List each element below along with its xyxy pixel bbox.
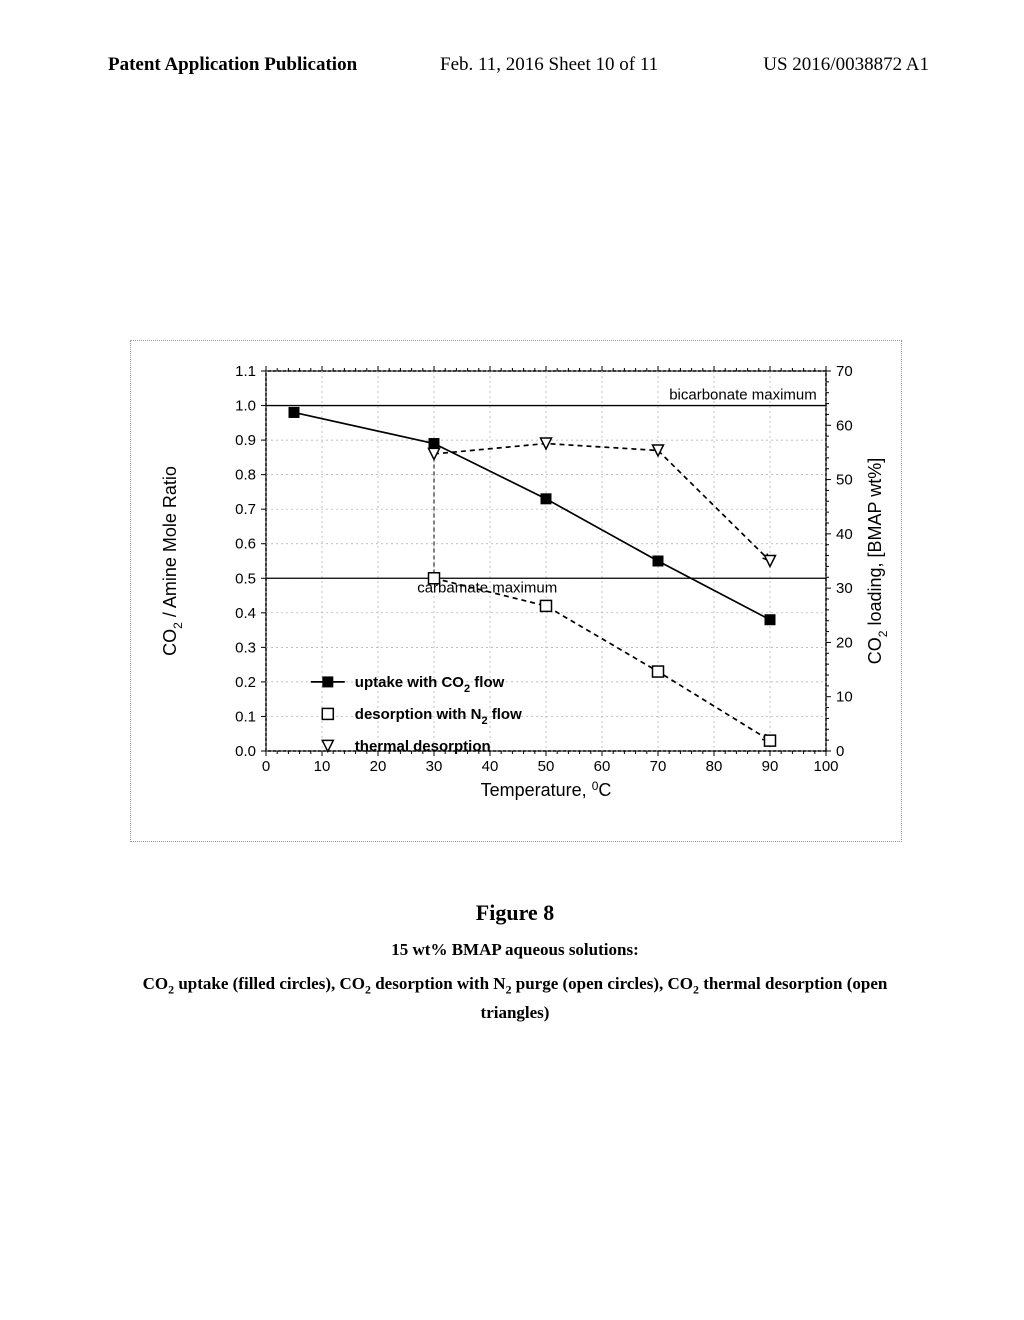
svg-text:CO2 loading, [BMAP wt%]: CO2 loading, [BMAP wt%] — [865, 458, 890, 664]
svg-text:Temperature, 0C: Temperature, 0C — [481, 779, 612, 800]
svg-text:0.8: 0.8 — [235, 467, 256, 484]
figure-description: CO2 uptake (filled circles), CO2 desorpt… — [130, 970, 900, 1027]
svg-text:50: 50 — [836, 472, 853, 489]
chart-svg: 0102030405060708090100Temperature, 0C0.0… — [131, 341, 901, 841]
svg-text:1.0: 1.0 — [235, 398, 256, 415]
header-left: Patent Application Publication — [108, 54, 357, 76]
svg-text:0.3: 0.3 — [235, 639, 256, 656]
svg-text:30: 30 — [836, 580, 853, 597]
svg-text:desorption with N2 flow: desorption with N2 flow — [355, 706, 522, 727]
svg-text:20: 20 — [836, 634, 853, 651]
svg-text:0.9: 0.9 — [235, 432, 256, 449]
svg-text:0.4: 0.4 — [235, 605, 256, 622]
svg-text:60: 60 — [594, 758, 611, 775]
svg-text:80: 80 — [706, 758, 723, 775]
svg-text:20: 20 — [370, 758, 387, 775]
svg-text:uptake with CO2 flow: uptake with CO2 flow — [355, 674, 505, 695]
header-right: US 2016/0038872 A1 — [763, 54, 929, 76]
svg-text:thermal desorption: thermal desorption — [355, 738, 491, 755]
svg-text:bicarbonate maximum: bicarbonate maximum — [669, 387, 817, 404]
svg-text:0: 0 — [262, 758, 270, 775]
svg-text:100: 100 — [813, 758, 838, 775]
figure-caption: Figure 8 15 wt% BMAP aqueous solutions: … — [130, 900, 900, 1027]
svg-text:10: 10 — [836, 689, 853, 706]
page-root: { "header": { "left": "Patent Applicatio… — [0, 0, 1024, 1320]
svg-text:50: 50 — [538, 758, 555, 775]
figure-number: Figure 8 — [130, 900, 900, 926]
svg-text:70: 70 — [836, 363, 853, 380]
svg-text:1.1: 1.1 — [235, 363, 256, 380]
header-mid: Feb. 11, 2016 Sheet 10 of 11 — [440, 54, 658, 76]
svg-text:0.2: 0.2 — [235, 674, 256, 691]
svg-text:0.7: 0.7 — [235, 501, 256, 518]
svg-text:30: 30 — [426, 758, 443, 775]
svg-text:0.1: 0.1 — [235, 708, 256, 725]
svg-text:90: 90 — [762, 758, 779, 775]
figure-title: 15 wt% BMAP aqueous solutions: — [130, 940, 900, 960]
svg-text:0.6: 0.6 — [235, 536, 256, 553]
svg-text:70: 70 — [650, 758, 667, 775]
chart-container: 0102030405060708090100Temperature, 0C0.0… — [130, 340, 902, 842]
svg-text:60: 60 — [836, 417, 853, 434]
svg-text:0.0: 0.0 — [235, 743, 256, 760]
svg-text:0.5: 0.5 — [235, 570, 256, 587]
svg-text:CO2 / Amine Mole Ratio: CO2 / Amine Mole Ratio — [160, 466, 185, 656]
svg-text:40: 40 — [836, 526, 853, 543]
svg-text:10: 10 — [314, 758, 331, 775]
svg-text:40: 40 — [482, 758, 499, 775]
svg-text:0: 0 — [836, 743, 844, 760]
